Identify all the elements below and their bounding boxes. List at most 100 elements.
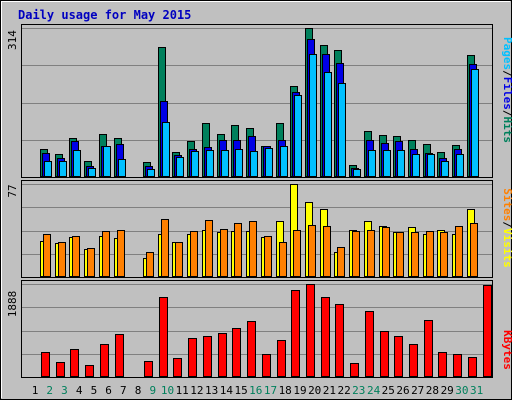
bar-sites-day-16 — [264, 236, 272, 277]
bar-sites-day-13 — [220, 229, 228, 277]
day-label-7: 7 — [120, 384, 127, 397]
bar-kbytes-day-1 — [41, 352, 50, 377]
bar-pages-day-19 — [309, 54, 317, 177]
bar-sites-day-20 — [323, 226, 331, 277]
bar-kbytes-day-10 — [173, 358, 182, 377]
y-max-label: 1888 — [6, 291, 19, 318]
bar-sites-day-25 — [396, 232, 404, 277]
bar-pages-day-23 — [368, 150, 376, 177]
day-label-29: 29 — [441, 384, 454, 397]
bar-pages-day-14 — [235, 149, 243, 177]
day-label-21: 21 — [323, 384, 336, 397]
panel-kbytes: 1888 KBytes — [6, 280, 512, 378]
bar-kbytes-day-28 — [438, 352, 447, 377]
bar-pages-day-21 — [338, 83, 346, 177]
x-axis-day-labels: 1 2 3 4 5 6 7 8 9 10 11 12 13 14 15 16 17 18 19 20 21 22 23 24 2… — [32, 384, 484, 397]
bar-sites-day-2 — [58, 242, 66, 277]
panel-frame — [21, 24, 493, 178]
series-kbytes — [41, 284, 492, 377]
bar-kbytes-day-23 — [365, 311, 374, 377]
bar-sites-day-12 — [205, 220, 213, 277]
day-label-14: 14 — [220, 384, 234, 397]
bar-kbytes-day-29 — [453, 354, 462, 377]
bar-pages-day-4 — [88, 168, 96, 177]
day-label-26: 26 — [396, 384, 409, 397]
chart-panels: 314Pages/Files/Hits77Sites/Visits1888KBy… — [6, 24, 512, 378]
day-label-1: 1 — [32, 384, 39, 397]
bar-kbytes-day-11 — [188, 338, 197, 377]
bar-pages-day-24 — [383, 150, 391, 177]
legend-entry: Files — [501, 77, 512, 110]
day-label-17: 17 — [264, 384, 277, 397]
bar-kbytes-day-5 — [100, 344, 109, 377]
panel-legend: Sites/Visits — [501, 188, 512, 268]
bar-kbytes-day-2 — [56, 362, 65, 377]
bar-sites-day-8 — [146, 252, 154, 277]
day-label-20: 20 — [308, 384, 321, 397]
day-label-19: 19 — [293, 384, 306, 397]
bar-sites-day-5 — [102, 231, 110, 277]
bar-sites-day-15 — [249, 221, 257, 277]
bar-pages-day-15 — [250, 151, 258, 177]
bar-pages-day-10 — [176, 157, 184, 177]
bar-pages-day-29 — [456, 154, 464, 177]
bar-pages-day-16 — [265, 148, 273, 177]
series-pages — [44, 54, 479, 177]
legend-entry: Sites — [501, 188, 512, 221]
bar-pages-day-13 — [221, 150, 229, 177]
bar-sites-day-11 — [190, 231, 198, 277]
bar-kbytes-day-22 — [350, 363, 359, 377]
day-label-11: 11 — [176, 384, 189, 397]
day-label-13: 13 — [205, 384, 218, 397]
y-max-label: 77 — [6, 184, 19, 197]
bar-kbytes-day-30 — [468, 357, 477, 377]
bar-kbytes-day-9 — [159, 297, 168, 377]
bar-sites-day-27 — [426, 231, 434, 277]
bar-pages-day-22 — [353, 169, 361, 177]
bar-kbytes-day-20 — [321, 297, 330, 377]
bar-kbytes-day-27 — [424, 320, 433, 377]
day-label-22: 22 — [337, 384, 350, 397]
bar-pages-day-26 — [412, 154, 420, 177]
bar-sites-day-18 — [293, 230, 301, 277]
bar-sites-day-26 — [411, 232, 419, 277]
bar-pages-day-30 — [471, 69, 479, 177]
bar-kbytes-day-13 — [218, 333, 227, 377]
day-label-24: 24 — [367, 384, 381, 397]
bar-sites-day-10 — [175, 242, 183, 277]
panel-frame — [21, 180, 493, 278]
bar-pages-day-20 — [324, 72, 332, 177]
day-label-28: 28 — [426, 384, 439, 397]
bar-kbytes-day-19 — [306, 284, 315, 377]
legend-entry: KBytes — [501, 330, 512, 370]
legend-entry: / — [501, 70, 512, 77]
day-label-31: 31 — [470, 384, 483, 397]
bar-sites-day-30 — [470, 223, 478, 277]
panel-visits-sites: 77 Sites/Visits — [6, 180, 512, 278]
bar-pages-day-12 — [206, 150, 214, 177]
bar-sites-day-14 — [234, 223, 242, 277]
legend-entry: / — [501, 110, 512, 117]
bar-sites-day-17 — [279, 242, 287, 277]
day-label-27: 27 — [411, 384, 424, 397]
bar-kbytes-day-15 — [247, 321, 256, 377]
legend-entry: / — [501, 221, 512, 228]
legend-entry: Hits — [501, 117, 512, 144]
bar-kbytes-day-26 — [409, 344, 418, 377]
bar-sites-day-22 — [352, 231, 360, 277]
day-label-10: 10 — [161, 384, 174, 397]
day-label-9: 9 — [149, 384, 156, 397]
bar-kbytes-day-16 — [262, 354, 271, 377]
bar-kbytes-day-31 — [483, 285, 492, 377]
panel-legend: Pages/Files/Hits — [501, 37, 512, 143]
bar-sites-day-24 — [382, 227, 390, 277]
bar-kbytes-day-24 — [380, 331, 389, 377]
bar-sites-day-4 — [87, 248, 95, 277]
bar-kbytes-day-8 — [144, 361, 153, 377]
day-label-16: 16 — [249, 384, 262, 397]
day-label-8: 8 — [135, 384, 142, 397]
bar-kbytes-day-17 — [277, 340, 286, 377]
bar-pages-day-2 — [59, 161, 67, 177]
bar-pages-day-17 — [280, 146, 288, 177]
